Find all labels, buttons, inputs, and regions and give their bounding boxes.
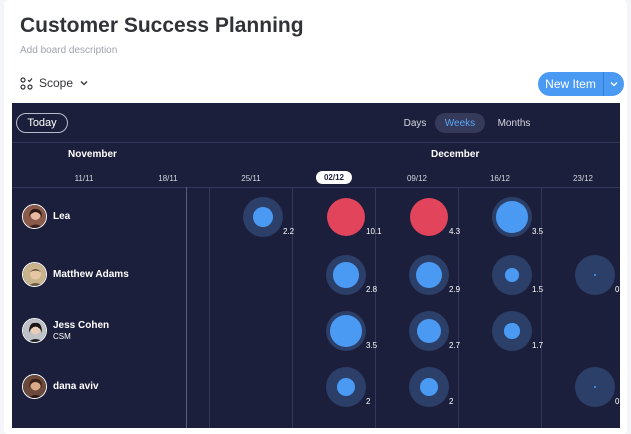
workload-bubble[interactable] [243, 197, 283, 237]
workload-bubble-core [505, 268, 519, 282]
workload-bubble-core [420, 378, 438, 396]
weeks-divider [12, 187, 620, 188]
workload-value: 2 [366, 397, 371, 406]
scope-selector[interactable]: Scope [20, 76, 89, 90]
board-description[interactable]: Add board description [20, 45, 118, 56]
chevron-down-icon [80, 81, 88, 86]
workload-bubble[interactable] [327, 198, 365, 236]
week-label: 25/11 [241, 174, 261, 183]
workload-bubble-core [337, 378, 355, 396]
person-name: dana aviv [53, 381, 99, 392]
workload-bubble[interactable] [492, 311, 532, 351]
week-label: 18/11 [158, 174, 178, 183]
week-label: 16/12 [489, 174, 511, 183]
workload-bubble-core [410, 198, 448, 236]
workload-value: 1.7 [532, 341, 544, 350]
workload-value: 0 [615, 397, 620, 406]
week-label: 09/12 [406, 174, 428, 183]
workload-bubble[interactable] [409, 367, 449, 407]
workload-timeline: Today Days Weeks Months November Decembe… [12, 103, 620, 428]
workload-bubble-core [415, 261, 443, 289]
scale-weeks-button[interactable]: Weeks [435, 113, 485, 133]
person-row-dana-aviv[interactable]: dana aviv [22, 374, 99, 399]
month-label-december: December [431, 149, 480, 160]
week-label: 11/11 [74, 174, 94, 183]
week-label: 02/12 [315, 171, 353, 184]
workload-bubble-core [594, 274, 596, 276]
workload-bubble-core [416, 318, 442, 344]
workload-bubble-core [330, 315, 362, 347]
header-divider [12, 142, 620, 143]
avatar [22, 374, 47, 399]
scale-months-button[interactable]: Months [497, 117, 531, 129]
workload-value: 2.7 [449, 341, 461, 350]
person-name: Lea [53, 211, 71, 222]
workload-bubble[interactable] [326, 311, 366, 351]
new-item-dropdown-button[interactable] [604, 72, 624, 96]
new-item-button-group: New Item [538, 72, 624, 96]
scope-label: Scope [39, 76, 74, 90]
workload-bubble-core [496, 201, 528, 233]
month-label-november: November [68, 149, 117, 160]
avatar [22, 262, 47, 287]
workload-bubble[interactable] [575, 255, 615, 295]
workload-value: 10.1 [366, 227, 382, 236]
workload-value: 3.5 [366, 341, 378, 350]
person-row-jess-cohen[interactable]: Jess Cohen CSM [22, 318, 109, 343]
workload-value: 2.8 [366, 285, 378, 294]
workload-bubble-core [333, 262, 359, 288]
workload-bubble[interactable] [409, 311, 449, 351]
week-divider [292, 187, 293, 428]
workload-bubble[interactable] [492, 197, 532, 237]
chevron-down-icon [610, 82, 618, 87]
new-item-button[interactable]: New Item [545, 77, 596, 91]
workload-bubble[interactable] [410, 198, 448, 236]
workload-value: 4.3 [449, 227, 461, 236]
new-item-divider [603, 72, 604, 96]
workload-value: 2.2 [283, 227, 295, 236]
board-title[interactable]: Customer Success Planning [20, 14, 304, 37]
person-name: Matthew Adams [53, 269, 129, 280]
person-row-lea[interactable]: Lea [22, 204, 70, 229]
workload-bubble-core [594, 386, 596, 388]
workload-value: 2 [449, 397, 454, 406]
scale-days-button[interactable]: Days [403, 117, 427, 129]
workload-value: 3.5 [532, 227, 544, 236]
person-row-matthew-adams[interactable]: Matthew Adams [22, 262, 129, 287]
workload-bubble[interactable] [492, 255, 532, 295]
workload-bubble-core [253, 207, 273, 227]
week-divider [209, 187, 210, 428]
today-button[interactable]: Today [16, 113, 68, 133]
person-name: Jess Cohen [53, 320, 110, 331]
workload-bubble-core [504, 323, 520, 339]
week-divider [458, 187, 459, 428]
avatar [22, 318, 47, 343]
avatar [22, 204, 47, 229]
person-role: CSM [53, 332, 71, 341]
week-divider [186, 187, 187, 428]
week-divider [375, 187, 376, 428]
week-label: 23/12 [572, 174, 594, 183]
workload-bubble[interactable] [326, 367, 366, 407]
workload-bubble[interactable] [409, 255, 449, 295]
workload-value: 0.2 [615, 285, 620, 294]
workload-value: 1.5 [532, 285, 544, 294]
workload-bubble[interactable] [326, 255, 366, 295]
workload-value: 2.9 [449, 285, 461, 294]
workload-bubble-core [327, 198, 365, 236]
workload-bubble[interactable] [575, 367, 615, 407]
scope-icon [20, 76, 33, 90]
week-divider [541, 187, 542, 428]
